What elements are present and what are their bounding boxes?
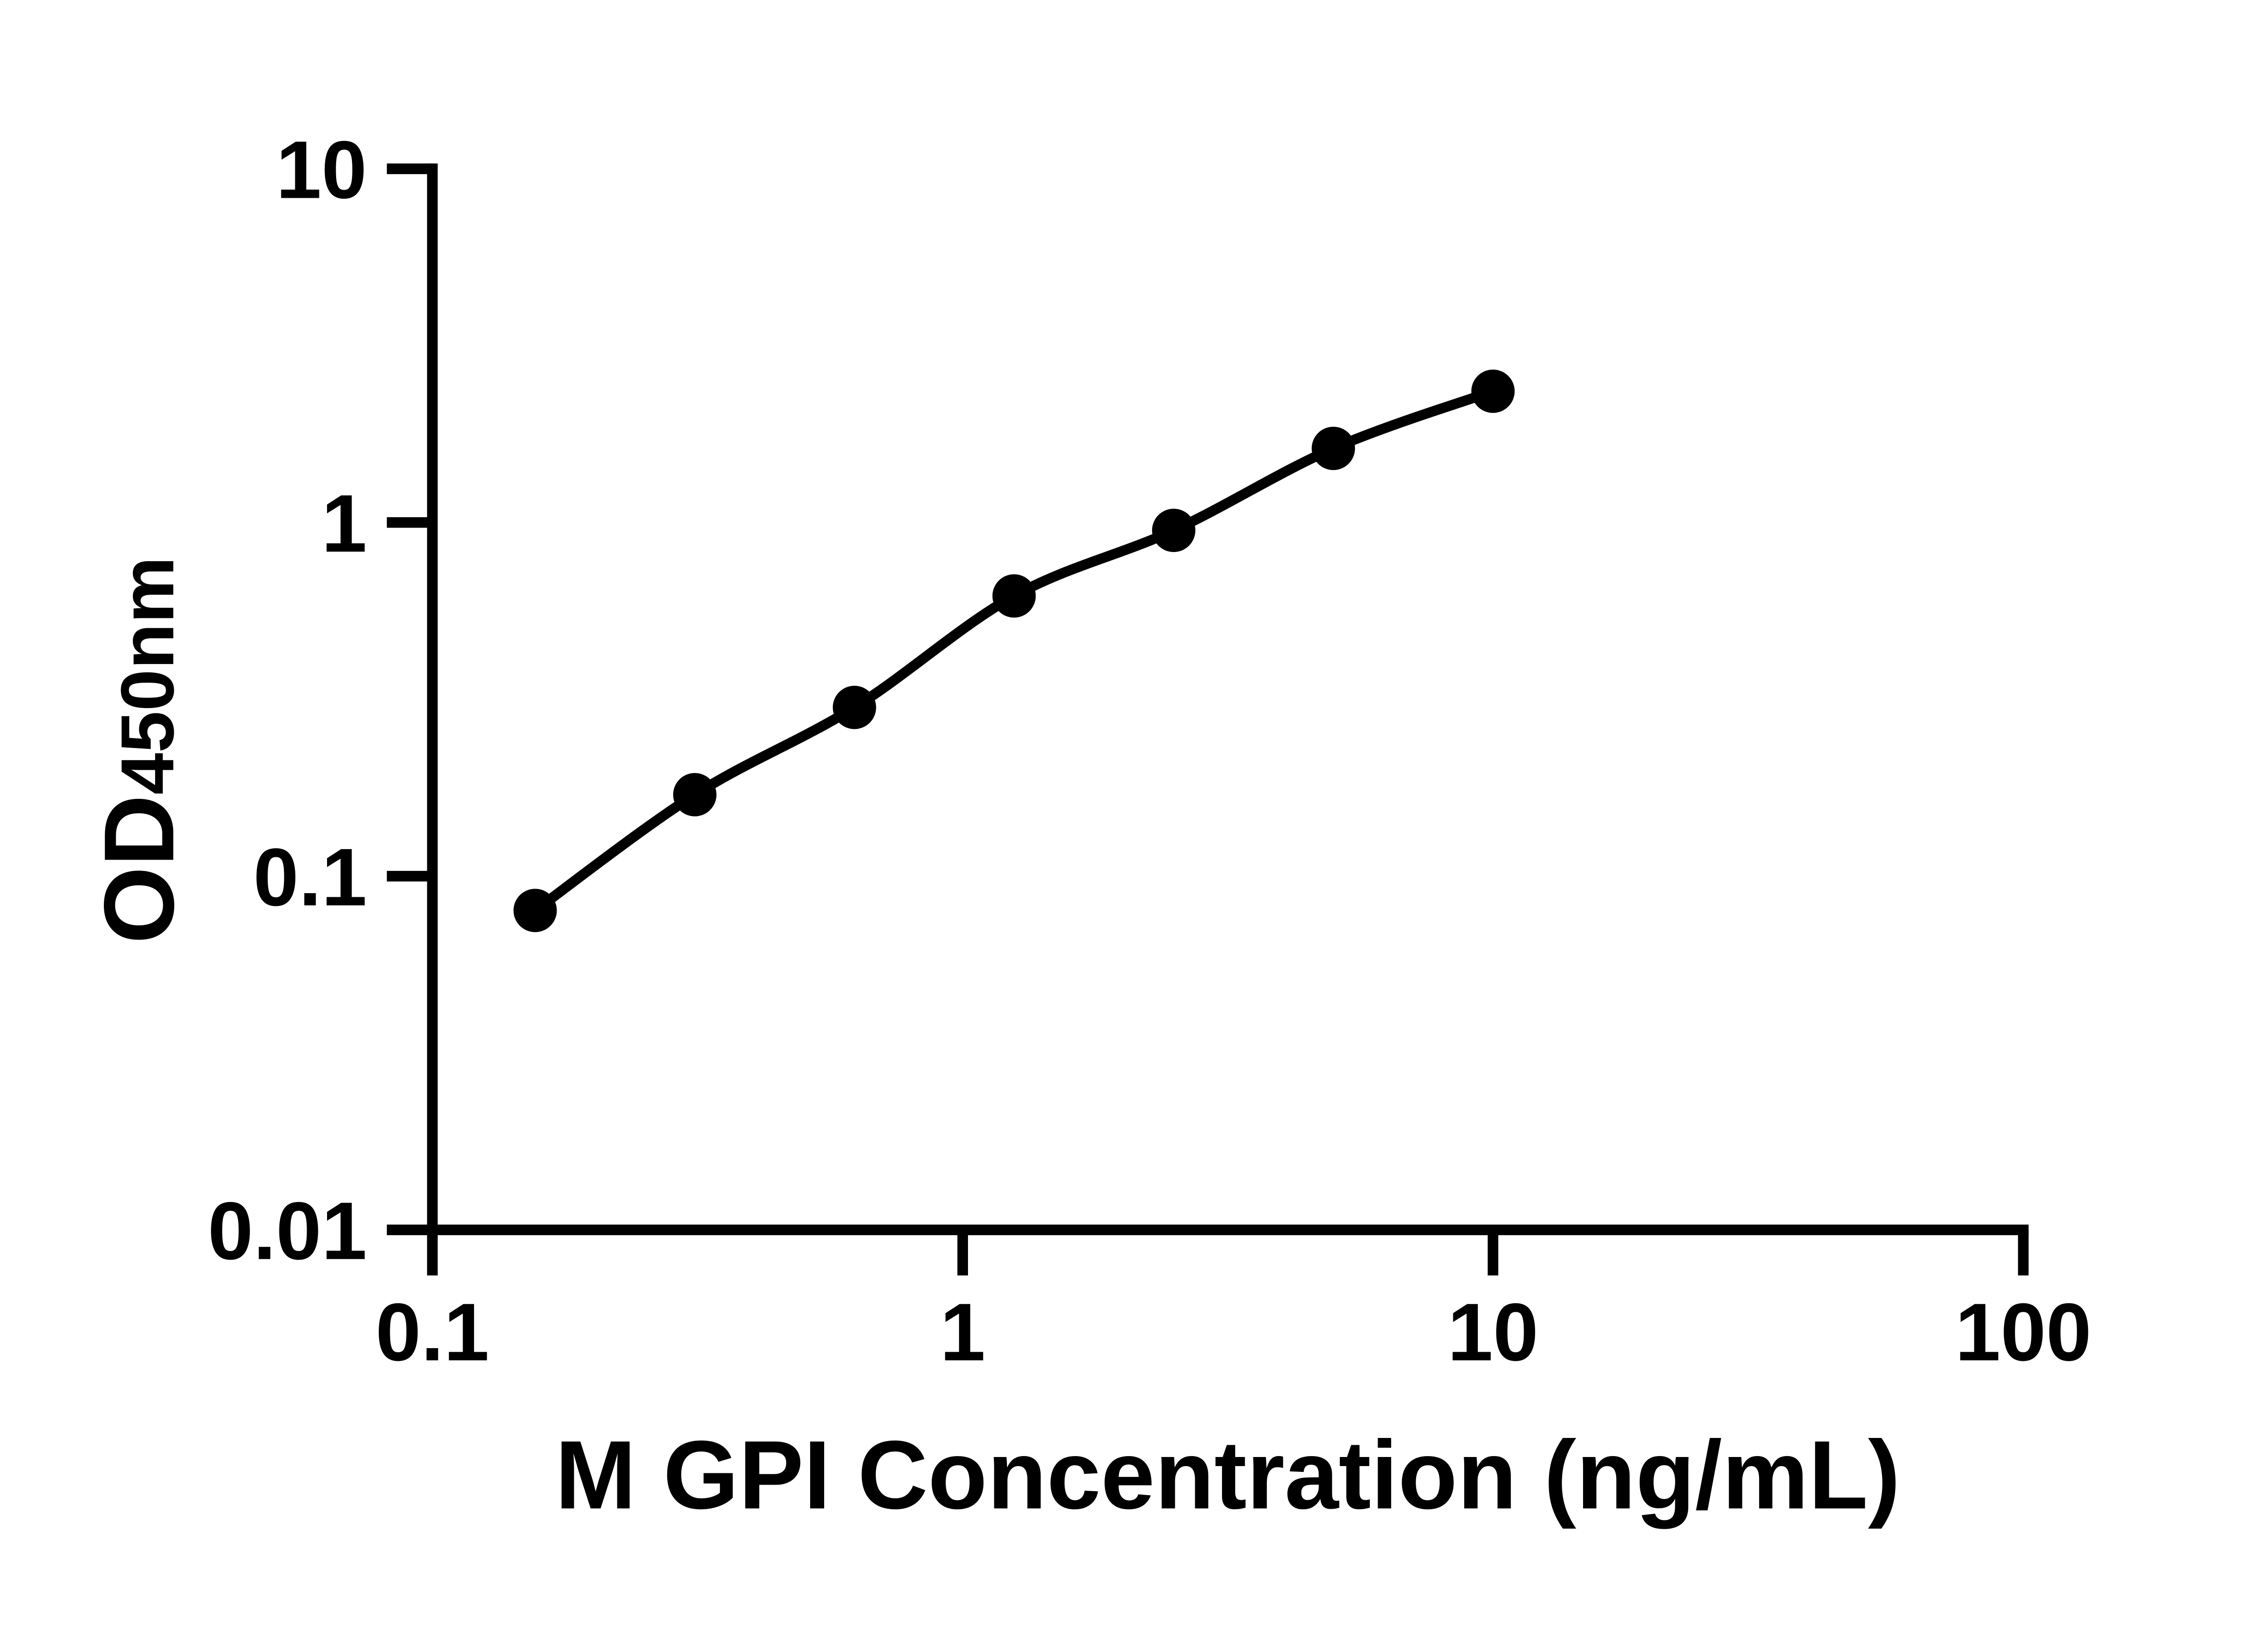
data-point-marker bbox=[992, 574, 1036, 618]
data-point-marker bbox=[513, 889, 557, 932]
x-tick-label: 0.1 bbox=[376, 1287, 489, 1378]
x-axis-title: M GPI Concentration (ng/mL) bbox=[555, 1421, 1901, 1529]
x-tick-label: 10 bbox=[1447, 1287, 1539, 1378]
data-point-marker bbox=[1471, 369, 1515, 413]
y-tick-label: 0.01 bbox=[208, 1186, 367, 1277]
x-tick-label: 100 bbox=[1955, 1287, 2092, 1378]
standard-curve-line bbox=[532, 386, 1495, 915]
data-point-marker bbox=[1311, 426, 1355, 470]
data-point-marker bbox=[673, 773, 717, 816]
y-axis-title: OD450nm bbox=[83, 557, 195, 944]
y-tick-label: 10 bbox=[276, 124, 367, 215]
y-tick-label: 1 bbox=[322, 478, 367, 569]
data-point-marker bbox=[1152, 508, 1196, 552]
y-axis-title-subscript: 450nm bbox=[106, 557, 190, 795]
y-axis-title-main: OD bbox=[83, 795, 195, 944]
data-point-marker bbox=[832, 685, 876, 729]
x-tick-label: 1 bbox=[940, 1287, 985, 1378]
y-tick-label: 0.1 bbox=[253, 832, 367, 923]
